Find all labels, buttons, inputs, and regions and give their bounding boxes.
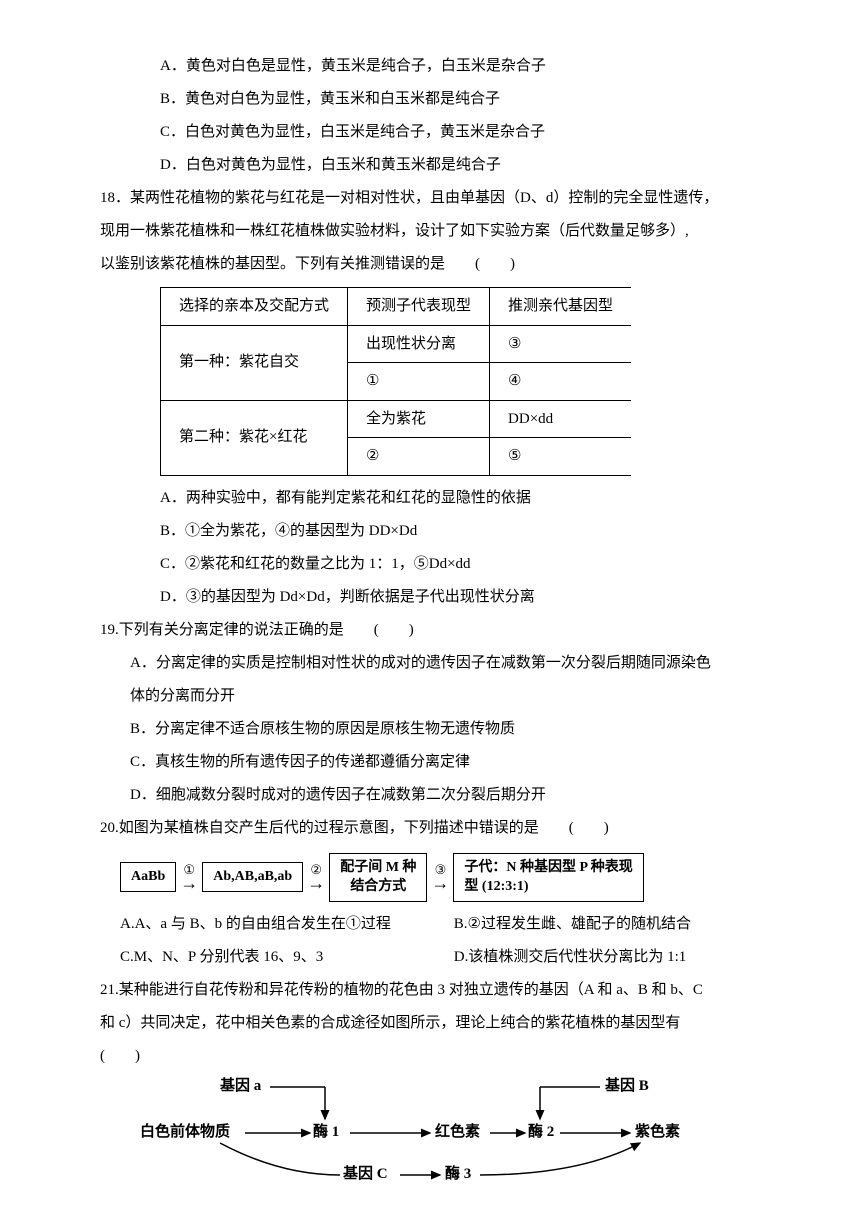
q20-box-4: 子代：N 种基因型 P 种表现型 (12:3:1) xyxy=(453,853,643,902)
q20-box-3: 配子间 M 种结合方式 xyxy=(329,853,427,902)
arrow-right-icon: → xyxy=(180,874,198,892)
q19-option-a-1: A．分离定律的实质是控制相对性状的成对的遗传因子在减数第一次分裂后期随同源染色 xyxy=(70,647,790,680)
q18-r3c2: 全为紫花 xyxy=(348,400,490,438)
q18-r2c3: ④ xyxy=(490,363,632,401)
q19-option-d: D．细胞减数分裂时成对的遗传因子在减数第二次分裂后期分开 xyxy=(70,779,790,812)
q20-box-2: Ab,AB,aB,ab xyxy=(202,862,303,892)
arrow-right-icon: → xyxy=(431,874,449,892)
enz1-label: 酶 1 xyxy=(313,1125,339,1140)
gene-a-label: 基因 a xyxy=(220,1079,261,1094)
q18-r1c3: ③ xyxy=(490,325,632,363)
q19-option-c: C．真核生物的所有遗传因子的传递都遵循分离定律 xyxy=(70,746,790,779)
q17-option-d: D．白色对黄色为显性，白玉米和黄玉米都是纯合子 xyxy=(70,149,790,182)
q17-option-b: B．黄色对白色为显性，黄玉米和白玉米都是纯合子 xyxy=(70,83,790,116)
q20-flow-diagram: AaBb ①→ Ab,AB,aB,ab ②→ 配子间 M 种结合方式 ③→ 子代… xyxy=(70,853,790,902)
q20-options-row2: C.M、N、P 分别代表 16、9、3 D.该植株测交后代性状分离比为 1:1 xyxy=(70,941,790,974)
enz3-label: 酶 3 xyxy=(445,1167,471,1182)
arrow-right-icon: → xyxy=(307,874,325,892)
q20-box-1: AaBb xyxy=(120,862,176,892)
q18-option-d: D．③的基因型为 Dd×Dd，判断依据是子代出现性状分离 xyxy=(70,581,790,614)
q20-arrow-3: ③→ xyxy=(429,863,451,892)
q17-option-a: A．黄色对白色是显性，黄玉米是纯合子，白玉米是杂合子 xyxy=(70,50,790,83)
q18-option-b: B．①全为紫花，④的基因型为 DD×Dd xyxy=(70,515,790,548)
q18-r2c2: ① xyxy=(348,363,490,401)
q18-r3c1: 第二种：紫花×红花 xyxy=(161,400,348,475)
q21-stem-2: 和 c）共同决定，花中相关色素的合成途径如图所示，理论上纯合的紫花植株的基因型有 xyxy=(70,1007,790,1040)
purple-label: 紫色素 xyxy=(635,1125,680,1140)
q20-option-b: B.②过程发生雌、雄配子的随机结合 xyxy=(454,916,691,932)
precursor-label: 白色前体物质 xyxy=(140,1125,230,1140)
q21-stem-1: 21.某种能进行自花传粉和异花传粉的植物的花色由 3 对独立遗传的基因（A 和 … xyxy=(70,974,790,1007)
gene-c-label: 基因 C xyxy=(343,1167,388,1182)
q19-stem: 19.下列有关分离定律的说法正确的是 ( ) xyxy=(70,614,790,647)
q18-option-c: C．②紫花和红花的数量之比为 1：1，⑤Dd×dd xyxy=(70,548,790,581)
q18-th-1: 预测子代表现型 xyxy=(348,288,490,326)
enz2-label: 酶 2 xyxy=(528,1125,554,1140)
q18-th-2: 推测亲代基因型 xyxy=(490,288,632,326)
q20-stem: 20.如图为某植株自交产生后代的过程示意图，下列描述中错误的是 ( ) xyxy=(70,812,790,845)
q20-options-row1: A.A、a 与 B、b 的自由组合发生在①过程 B.②过程发生雌、雄配子的随机结… xyxy=(70,908,790,941)
q20-option-c: C.M、N、P 分别代表 16、9、3 xyxy=(120,941,450,974)
q19-option-b: B．分离定律不适合原核生物的原因是原核生物无遗传物质 xyxy=(70,713,790,746)
q18-th-0: 选择的亲本及交配方式 xyxy=(161,288,348,326)
red-label: 红色素 xyxy=(435,1125,480,1140)
q21-stem-3: ( ) xyxy=(70,1040,790,1073)
q18-r4c3: ⑤ xyxy=(490,438,632,476)
q20-arrow-1: ①→ xyxy=(178,863,200,892)
q20-option-d: D.该植株测交后代性状分离比为 1:1 xyxy=(454,949,687,965)
q18-r3c3: DD×dd xyxy=(490,400,632,438)
gene-b-label: 基因 B xyxy=(605,1079,649,1094)
q18-table: 选择的亲本及交配方式 预测子代表现型 推测亲代基因型 第一种：紫花自交 出现性状… xyxy=(160,287,631,476)
q18-r4c2: ② xyxy=(348,438,490,476)
q18-r1c2: 出现性状分离 xyxy=(348,325,490,363)
q20-option-a: A.A、a 与 B、b 的自由组合发生在①过程 xyxy=(120,908,450,941)
q18-option-a: A．两种实验中，都有能判定紫花和红花的显隐性的依据 xyxy=(70,482,790,515)
q18-stem-2: 现用一株紫花植株和一株红花植株做实验材料，设计了如下实验方案（后代数量足够多）, xyxy=(70,215,790,248)
q19-option-a-2: 体的分离而分开 xyxy=(70,680,790,713)
q18-r1c1: 第一种：紫花自交 xyxy=(161,325,348,400)
q21-pathway-diagram: 基因 a 基因 B 白色前体物质 酶 1 红色素 酶 2 紫色素 基因 C 酶 … xyxy=(140,1073,780,1188)
q17-option-c: C．白色对黄色为显性，白玉米是纯合子，黄玉米是杂合子 xyxy=(70,116,790,149)
q20-arrow-2: ②→ xyxy=(305,863,327,892)
q18-stem-1: 18．某两性花植物的紫花与红花是一对相对性状，且由单基因（D、d）控制的完全显性… xyxy=(70,182,790,215)
q18-stem-3: 以鉴别该紫花植株的基因型。下列有关推测错误的是 ( ) xyxy=(70,248,790,281)
